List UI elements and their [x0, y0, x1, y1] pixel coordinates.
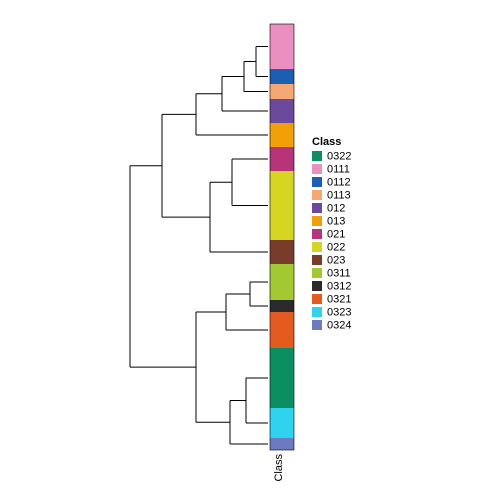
legend-item-0113: 0113: [312, 190, 351, 202]
legend-item-022: 022: [312, 242, 345, 254]
class-bar-0323: [270, 408, 294, 438]
legend-item-023: 023: [312, 255, 345, 267]
legend-label-023: 023: [327, 255, 345, 267]
legend-label-021: 021: [327, 229, 345, 241]
class-bar-0112: [270, 69, 294, 84]
legend-swatch-0312: [312, 281, 322, 291]
class-bar-0113: [270, 84, 294, 99]
legend-label-013: 013: [327, 216, 345, 228]
legend-label-0321: 0321: [327, 294, 351, 306]
legend-item-021: 021: [312, 229, 345, 241]
class-bar-022: [270, 171, 294, 240]
class-bar-0312: [270, 300, 294, 312]
class-bar-013: [270, 123, 294, 147]
legend-item-0323: 0323: [312, 307, 351, 319]
class-bar-track: [270, 24, 294, 450]
axis-label-class: Class: [273, 454, 285, 482]
legend-swatch-0113: [312, 190, 322, 200]
legend-label-0324: 0324: [327, 320, 351, 332]
class-bar-0324: [270, 438, 294, 450]
legend-swatch-0322: [312, 151, 322, 161]
legend-label-022: 022: [327, 242, 345, 254]
legend-label-0112: 0112: [327, 177, 351, 189]
legend-item-0311: 0311: [312, 268, 351, 280]
legend-label-0312: 0312: [327, 281, 351, 293]
class-bar-0322: [270, 348, 294, 408]
legend-item-013: 013: [312, 216, 345, 228]
class-bar-021: [270, 147, 294, 171]
legend-item-0322: 0322: [312, 151, 351, 163]
legend-label-012: 012: [327, 203, 345, 215]
legend-item-0111: 0111: [312, 164, 350, 176]
legend-swatch-0311: [312, 268, 322, 278]
legend-title: Class: [312, 136, 341, 148]
class-bar-0111: [270, 24, 294, 69]
legend-swatch-023: [312, 255, 322, 265]
legend-swatch-021: [312, 229, 322, 239]
class-bar-0321: [270, 312, 294, 348]
legend-label-0323: 0323: [327, 307, 351, 319]
legend-label-0113: 0113: [327, 190, 351, 202]
legend-swatch-022: [312, 242, 322, 252]
legend-swatch-0111: [312, 164, 322, 174]
class-bar-0311: [270, 264, 294, 300]
class-bar-023: [270, 240, 294, 264]
legend-item-0321: 0321: [312, 294, 351, 306]
legend-item-0112: 0112: [312, 177, 351, 189]
legend-swatch-0324: [312, 320, 322, 330]
legend-label-0311: 0311: [327, 268, 351, 280]
legend-swatch-0323: [312, 307, 322, 317]
legend-item-012: 012: [312, 203, 345, 215]
legend-item-0312: 0312: [312, 281, 351, 293]
legend-swatch-0321: [312, 294, 322, 304]
legend-swatch-0112: [312, 177, 322, 187]
class-bar-012: [270, 99, 294, 123]
legend-label-0322: 0322: [327, 151, 351, 163]
legend-label-0111: 0111: [327, 164, 350, 176]
legend-swatch-013: [312, 216, 322, 226]
legend-swatch-012: [312, 203, 322, 213]
dendrogram-figure: Class Class 032201110112011301201302102202…: [0, 0, 504, 504]
legend-item-0324: 0324: [312, 320, 351, 332]
